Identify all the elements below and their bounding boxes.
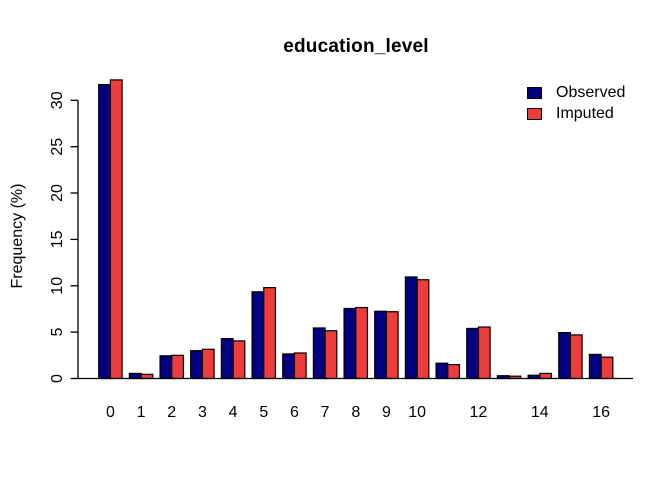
y-tick-label-10: 10 xyxy=(49,277,66,295)
y-tick-label-15: 15 xyxy=(49,230,66,248)
bar-observed-10 xyxy=(404,276,418,380)
bar-imputed-9 xyxy=(385,311,399,380)
legend: Observed Imputed xyxy=(527,85,625,122)
bar-imputed-6 xyxy=(293,352,307,380)
bar-imputed-3 xyxy=(201,348,215,380)
legend-item-imputed: Imputed xyxy=(527,106,625,122)
bar-observed-7 xyxy=(312,327,326,380)
bar-observed-9 xyxy=(374,310,388,380)
chart-title: education_level xyxy=(283,36,429,57)
bar-imputed-14 xyxy=(539,372,553,380)
observed-color-swatch xyxy=(527,87,542,99)
y-tick-label-0: 0 xyxy=(49,374,66,383)
bar-imputed-5 xyxy=(263,287,277,380)
bar-imputed-11 xyxy=(447,363,461,380)
bar-observed-11 xyxy=(435,362,449,380)
bar-imputed-0 xyxy=(109,79,123,380)
bar-observed-1 xyxy=(128,372,142,380)
legend-label-observed: Observed xyxy=(556,84,626,101)
x-tick-label-8: 8 xyxy=(351,404,360,421)
bar-observed-16 xyxy=(588,353,602,380)
bar-imputed-7 xyxy=(324,330,338,380)
bar-imputed-12 xyxy=(477,326,491,380)
bar-observed-6 xyxy=(282,353,296,380)
bar-imputed-15 xyxy=(569,334,583,380)
bar-imputed-2 xyxy=(171,354,185,380)
x-tick-label-16: 16 xyxy=(592,404,610,421)
y-tick-label-5: 5 xyxy=(49,328,66,337)
y-tick-label-20: 20 xyxy=(49,184,66,202)
x-tick-label-6: 6 xyxy=(290,404,299,421)
x-tick-label-2: 2 xyxy=(167,404,176,421)
y-tick-label-30: 30 xyxy=(49,91,66,109)
x-tick-label-12: 12 xyxy=(470,404,488,421)
bar-observed-15 xyxy=(558,332,572,380)
y-tick-label-25: 25 xyxy=(49,138,66,156)
bar-observed-5 xyxy=(251,291,265,380)
x-tick-label-3: 3 xyxy=(198,404,207,421)
x-tick-label-9: 9 xyxy=(382,404,391,421)
bar-observed-2 xyxy=(159,355,173,380)
imputed-color-swatch xyxy=(527,108,542,120)
legend-label-imputed: Imputed xyxy=(556,105,614,122)
bar-observed-0 xyxy=(98,83,111,380)
legend-item-observed: Observed xyxy=(527,85,625,101)
bar-imputed-10 xyxy=(416,279,430,380)
bar-observed-4 xyxy=(220,338,234,380)
bar-observed-8 xyxy=(343,307,357,380)
x-tick-label-7: 7 xyxy=(321,404,330,421)
bar-observed-12 xyxy=(466,327,480,380)
x-tick-label-0: 0 xyxy=(106,404,115,421)
bar-imputed-16 xyxy=(600,356,614,380)
bar-observed-3 xyxy=(190,350,204,380)
x-tick-label-1: 1 xyxy=(137,404,146,421)
bar-imputed-4 xyxy=(232,340,246,380)
bar-imputed-8 xyxy=(355,306,369,380)
x-tick-label-14: 14 xyxy=(531,404,549,421)
x-tick-label-4: 4 xyxy=(229,404,238,421)
x-tick-label-10: 10 xyxy=(408,404,426,421)
x-tick-label-5: 5 xyxy=(259,404,268,421)
